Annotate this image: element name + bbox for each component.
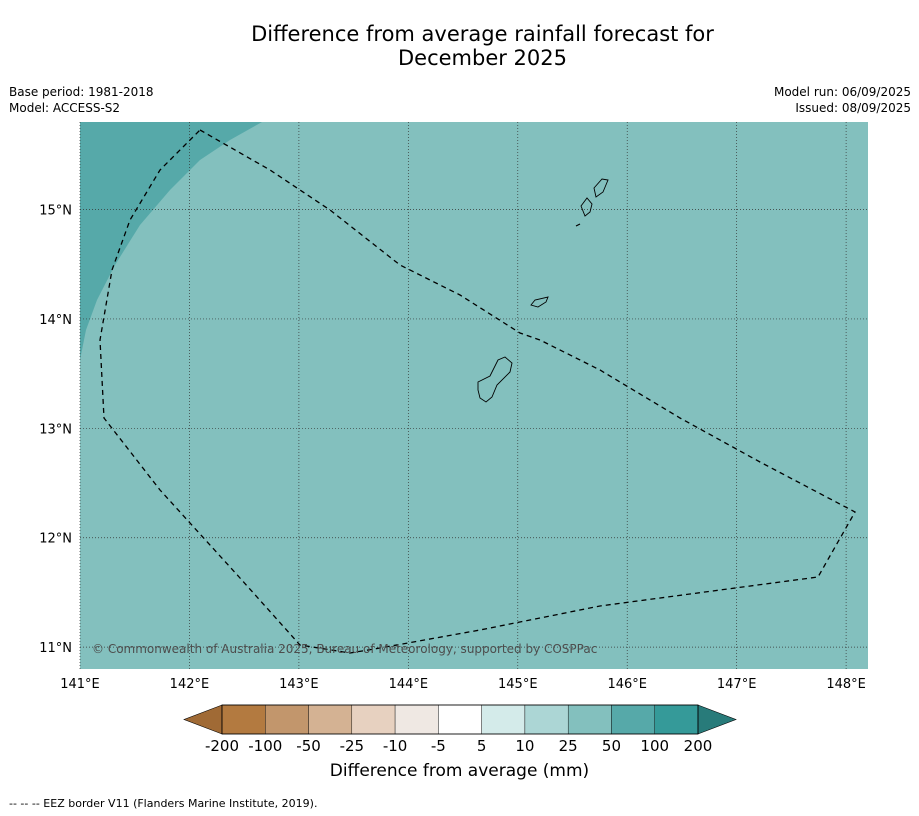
lat-tick-label: 15°N <box>39 204 72 219</box>
colorbar-segment <box>351 704 396 735</box>
meta-right: Model run: 06/09/2025 Issued: 08/09/2025 <box>774 84 911 116</box>
lon-tick-label: 148°E <box>826 677 866 692</box>
colorbar-segment <box>394 704 439 735</box>
issued-date: Issued: 08/09/2025 <box>795 101 911 115</box>
colorbar-labels: -200 -100 -50 -25 -10 -5 5 10 25 50 100 200 <box>205 737 712 755</box>
colorbar-low-extend <box>183 704 223 735</box>
saipan-island <box>593 178 609 198</box>
colorbar-tick-label: -25 <box>340 737 365 755</box>
colorbar-tick-label: 50 <box>602 737 621 755</box>
colorbar-tick-label: 200 <box>684 737 713 755</box>
copyright-text: © Commonwealth of Australia 2025, Bureau… <box>92 642 597 656</box>
eez-border <box>99 129 856 654</box>
map-title: Difference from average rainfall forecas… <box>0 22 919 70</box>
colorbar-segment <box>221 704 266 735</box>
graticule <box>79 122 868 669</box>
colorbar-tick-label: -100 <box>248 737 282 755</box>
colorbar-segment <box>265 704 309 735</box>
lon-tick-label: 143°E <box>279 677 319 692</box>
colorbar-tick-label: 25 <box>559 737 578 755</box>
model-run: Model run: 06/09/2025 <box>773 85 911 99</box>
aguijan-island <box>575 223 581 227</box>
title-line-1: Difference from average rainfall forecas… <box>251 22 714 46</box>
colorbar-segment <box>654 704 699 735</box>
colorbar-high-extend <box>697 704 737 735</box>
rainfall-region-50-100 <box>80 122 262 360</box>
lon-tick-label: 141°E <box>60 677 100 692</box>
colorbar-title: Difference from average (mm) <box>329 761 590 781</box>
colorbar-segment <box>438 704 482 735</box>
model-name: Model: ACCESS-S2 <box>9 101 121 115</box>
lon-tick-label: 145°E <box>498 677 538 692</box>
lon-tick-label: 147°E <box>717 677 757 692</box>
colorbar-tick-label: -200 <box>205 737 239 755</box>
rota-island <box>530 296 549 308</box>
title-line-2: December 2025 <box>397 46 567 70</box>
longitude-labels: 141°E 142°E 143°E 144°E 145°E 146°E 147°E 148°E <box>60 677 866 692</box>
rainfall-field <box>80 122 868 669</box>
lat-tick-label: 13°N <box>39 422 72 437</box>
colorbar-tick-label: 100 <box>640 737 669 755</box>
lon-tick-label: 144°E <box>389 677 429 692</box>
colorbar-tick-label: -50 <box>296 737 321 755</box>
lat-tick-label: 14°N <box>39 313 72 328</box>
colorbar-segment <box>481 704 526 735</box>
colorbar-tick-label: 5 <box>477 737 487 755</box>
meta-left: Base period: 1981-2018 Model: ACCESS-S2 <box>9 84 154 116</box>
colorbar-tick-label: -5 <box>431 737 446 755</box>
lon-tick-label: 146°E <box>607 677 647 692</box>
colorbar-segment <box>611 704 655 735</box>
colorbar-tick-label: -10 <box>383 737 408 755</box>
colorbar-segment <box>567 704 612 735</box>
guam-island <box>477 356 513 403</box>
colorbar <box>183 704 737 735</box>
eez-footnote: -- -- -- EEZ border V11 (Flanders Marine… <box>9 797 318 810</box>
tinian-island <box>580 197 593 217</box>
lon-tick-label: 142°E <box>170 677 210 692</box>
colorbar-frame <box>221 704 699 735</box>
latitude-labels: 15°N 14°N 13°N 12°N 11°N <box>39 204 72 657</box>
base-period: Base period: 1981-2018 <box>9 85 154 99</box>
lat-tick-label: 11°N <box>39 641 72 656</box>
colorbar-segment <box>524 704 569 735</box>
colorbar-segment <box>308 704 353 735</box>
colorbar-tick-label: 10 <box>515 737 534 755</box>
map-area: © Commonwealth of Australia 2025, Bureau… <box>79 122 868 669</box>
lat-tick-label: 12°N <box>39 532 72 547</box>
